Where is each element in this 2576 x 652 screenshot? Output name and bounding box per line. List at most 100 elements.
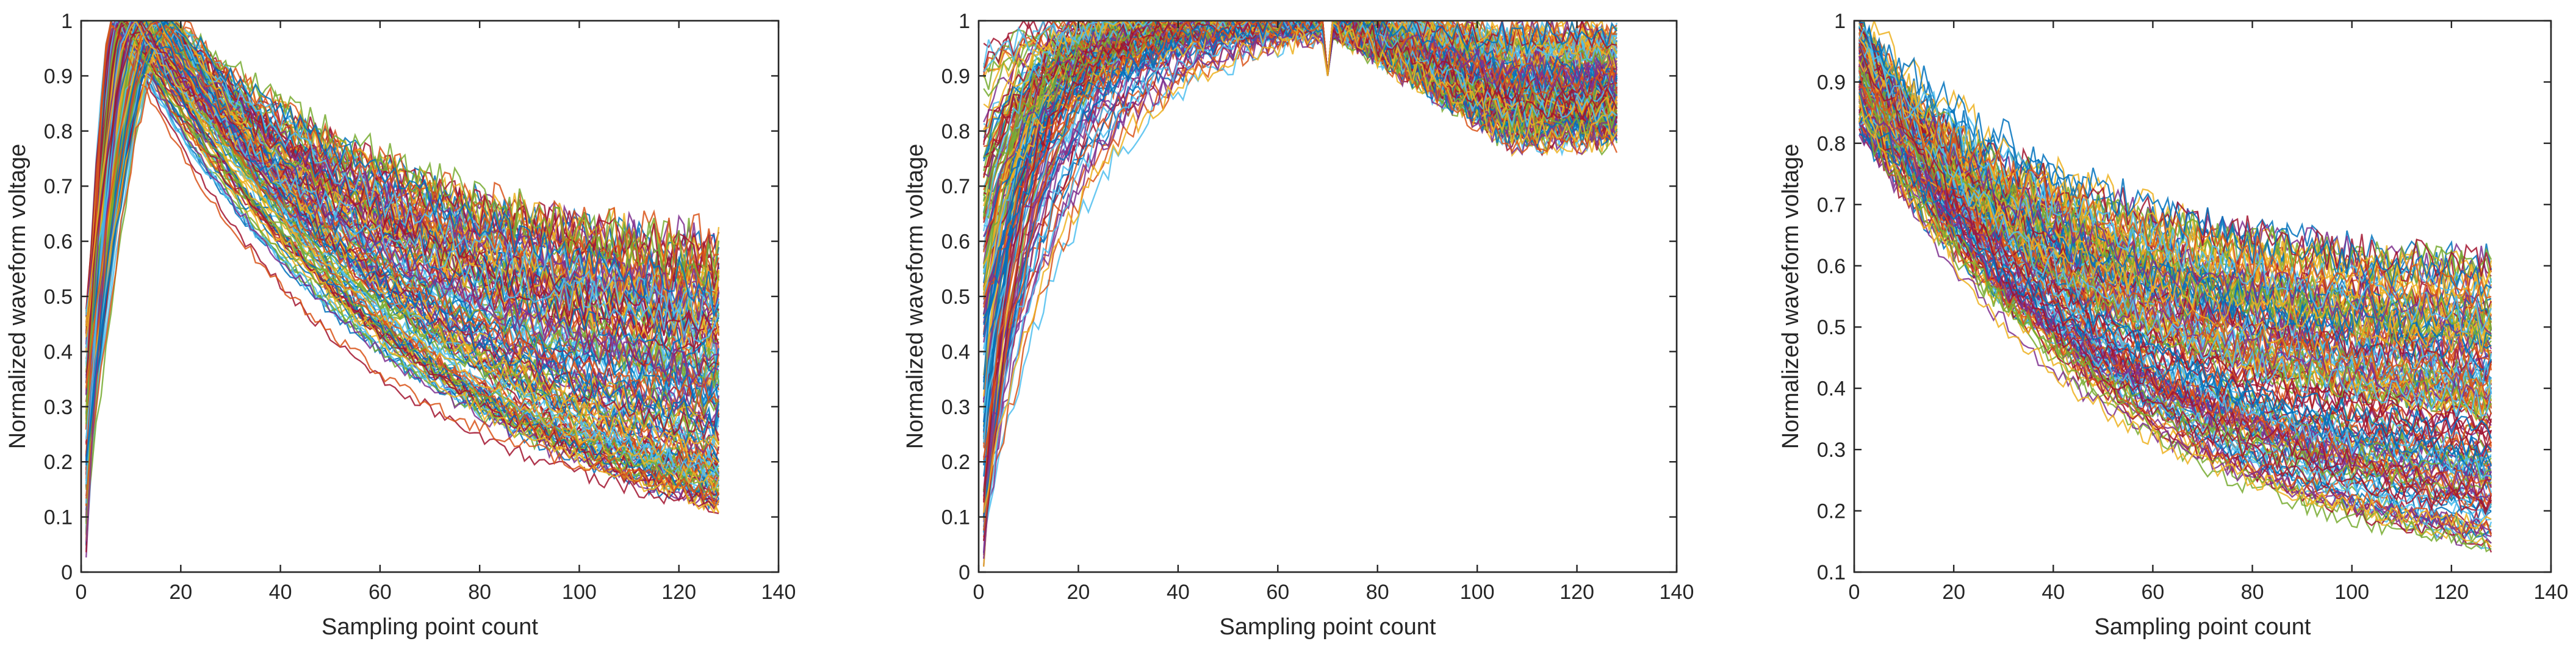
x-tick-label: 80	[1366, 581, 1389, 604]
waveform-line	[1858, 48, 2492, 407]
x-tick-label: 20	[169, 581, 192, 604]
waveform-line	[1858, 61, 2492, 414]
waveform-line	[1858, 26, 2492, 417]
y-tick-label: 0.9	[44, 65, 73, 88]
x-tick-label: 20	[1942, 581, 1965, 604]
y-tick-label: 0.9	[1817, 71, 1846, 94]
waveform-line	[983, 21, 1618, 531]
y-tick-label: 0.2	[44, 451, 73, 474]
waveform-line	[85, 21, 720, 334]
x-tick-label: 120	[2434, 581, 2469, 604]
waveform-line	[983, 21, 1618, 536]
waveform-line	[1858, 56, 2492, 480]
y-tick-label: 0.2	[941, 451, 970, 474]
waveform-line	[1858, 95, 2492, 536]
y-tick-label: 0.8	[44, 120, 73, 143]
waveform-line	[85, 23, 719, 515]
y-tick-label: 1	[61, 10, 73, 33]
waveform-line	[85, 24, 719, 420]
y-tick-label: 0	[61, 561, 73, 584]
waveform-line	[1858, 108, 2492, 553]
waveform-line	[983, 21, 1617, 76]
y-tick-label: 0.4	[941, 340, 970, 364]
waveform-line	[85, 21, 720, 504]
waveform-line	[85, 21, 720, 514]
waveform-line	[85, 23, 720, 500]
y-tick-label: 0.3	[1817, 439, 1846, 462]
y-tick-label: 1	[1834, 10, 1846, 33]
waveform-line	[1858, 41, 2492, 335]
y-tick-label: 0.8	[941, 120, 970, 143]
x-axis-label: Sampling point count	[322, 614, 538, 640]
y-axis-label: Normalized waveform voltage	[902, 144, 928, 450]
y-tick-label: 0.3	[941, 396, 970, 419]
waveform-line	[85, 21, 719, 542]
y-tick-label: 0	[959, 561, 970, 584]
waveform-series-group	[1858, 21, 2492, 553]
chart-panel-2: 0 20 40 60 80 100 120 140 0 0.1 0.2 0.3 0.4 0.5 0.6 0.7…	[902, 10, 1694, 640]
waveform-line	[85, 23, 720, 425]
x-tick-label: 100	[1460, 581, 1495, 604]
waveform-line	[983, 21, 1617, 337]
y-tick-label: 0.4	[44, 340, 73, 364]
y-tick-label: 1	[959, 10, 970, 33]
waveform-line	[1858, 48, 2492, 535]
y-tick-label: 0.5	[44, 285, 73, 309]
waveform-line	[983, 21, 1617, 159]
waveform-line	[1858, 21, 2492, 514]
x-tick-label: 20	[1067, 581, 1090, 604]
x-tick-label: 100	[562, 581, 597, 604]
y-tick-label: 0.9	[941, 65, 970, 88]
waveform-line	[983, 21, 1618, 542]
y-tick-label: 0.5	[941, 285, 970, 309]
x-tick-label: 80	[2241, 581, 2264, 604]
x-tick-label: 40	[1167, 581, 1190, 604]
waveform-line	[85, 21, 719, 492]
waveform-line	[1858, 62, 2492, 335]
waveform-line	[983, 21, 1618, 115]
waveform-line	[85, 21, 719, 457]
axes-frame	[1853, 20, 2552, 573]
x-axis-label: Sampling point count	[2095, 614, 2311, 640]
waveform-line	[85, 21, 720, 495]
y-tick-label: 0.6	[44, 231, 73, 254]
waveform-line	[85, 22, 720, 475]
waveform-line	[1858, 73, 2492, 394]
x-tick-label: 60	[369, 581, 392, 604]
y-tick-label: 0.3	[44, 396, 73, 419]
y-tick-label: 0.4	[1817, 378, 1846, 401]
x-tick-label: 40	[269, 581, 292, 604]
x-tick-label: 120	[661, 581, 696, 604]
waveform-line	[1858, 66, 2492, 494]
x-tick-label: 140	[761, 581, 796, 604]
y-tick-label: 0.7	[44, 175, 73, 198]
x-tick-label: 140	[1660, 581, 1694, 604]
y-tick-label: 0.8	[1817, 132, 1846, 156]
y-axis-label: Normalized waveform voltage	[5, 144, 31, 450]
x-tick-label: 80	[468, 581, 491, 604]
y-tick-label: 0.7	[941, 175, 970, 198]
waveform-series-group	[85, 21, 720, 558]
x-tick-label: 60	[2142, 581, 2165, 604]
x-tick-label: 60	[1266, 581, 1289, 604]
x-tick-label: 140	[2534, 581, 2569, 604]
x-tick-label: 0	[76, 581, 87, 604]
waveform-line	[1858, 124, 2492, 537]
waveform-line	[85, 21, 720, 500]
x-axis-label: Sampling point count	[1220, 614, 1436, 640]
y-tick-label: 0.6	[941, 231, 970, 254]
waveform-line	[85, 21, 719, 469]
waveform-series-group	[983, 21, 1618, 567]
y-tick-label: 0.6	[1817, 255, 1846, 278]
x-tick-label: 0	[1849, 581, 1860, 604]
y-tick-label: 0.7	[1817, 193, 1846, 217]
waveform-line	[85, 21, 720, 485]
y-tick-label: 0.5	[1817, 316, 1846, 339]
waveform-line	[85, 21, 720, 466]
y-tick-label: 0.1	[44, 506, 73, 529]
y-tick-label: 0.2	[1817, 500, 1846, 523]
waveform-line	[1858, 38, 2492, 307]
waveform-line	[1858, 96, 2492, 442]
waveform-line	[85, 21, 720, 460]
